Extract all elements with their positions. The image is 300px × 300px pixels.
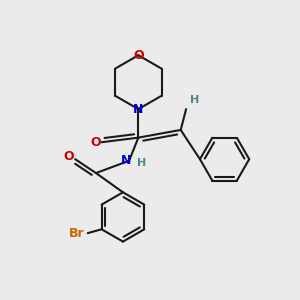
Text: H: H [137,158,146,168]
Text: O: O [90,136,101,149]
Text: O: O [133,49,144,62]
Text: Br: Br [69,226,85,240]
Text: N: N [121,154,131,167]
Text: O: O [64,150,74,163]
Text: N: N [133,103,143,116]
Text: H: H [190,95,199,105]
